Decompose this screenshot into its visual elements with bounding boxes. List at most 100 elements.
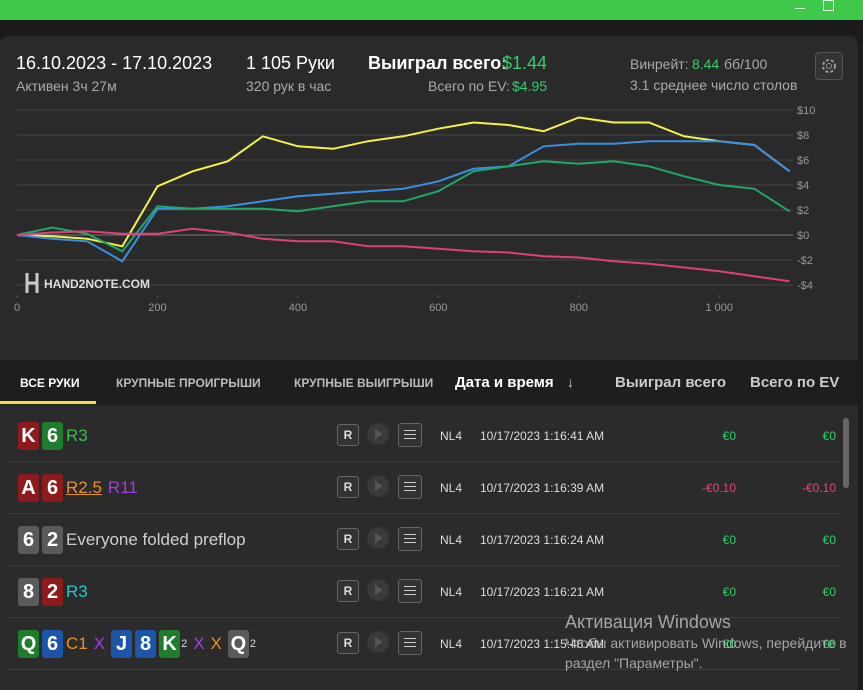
stake: NL4 — [440, 429, 463, 443]
card: K — [18, 421, 39, 450]
tab[interactable]: ВСЕ РУКИ — [20, 376, 80, 390]
action: R3 — [66, 425, 88, 445]
notes-icon-line — [404, 590, 416, 591]
minimize-button[interactable] — [795, 8, 805, 9]
column-header[interactable]: Выиграл всего — [615, 374, 727, 391]
notes-icon-line — [404, 482, 416, 483]
column-header[interactable]: Всего по EV — [750, 374, 840, 391]
won-label: Выиграл всего: — [368, 53, 508, 73]
y-tick-label: $10 — [797, 105, 815, 117]
tab-bar — [0, 360, 858, 405]
watermark-line: раздел "Параметры". — [565, 655, 703, 671]
logo-text: HAND2NOTE.COM — [44, 277, 150, 291]
notes-icon-line — [404, 646, 416, 647]
ev: €0 — [822, 533, 836, 547]
hand-summary: 6 2 Everyone folded preflop — [18, 525, 246, 554]
hand-row[interactable]: A 6 R2.5 R11 R NL4 10/17/2023 1:16:39 AM -€0.10… — [8, 462, 840, 514]
card: 8 — [18, 577, 39, 606]
play-button[interactable] — [367, 423, 389, 445]
notes-icon-line — [404, 638, 416, 639]
title-bar — [0, 0, 863, 20]
play-icon — [375, 585, 383, 595]
play-button[interactable] — [367, 579, 389, 601]
replay-r-button[interactable]: R — [337, 580, 359, 602]
notes-button[interactable] — [398, 527, 422, 551]
won: -€0.10 — [701, 481, 736, 495]
tab[interactable]: КРУПНЫЕ ВЫИГРЫШИ — [294, 376, 434, 390]
card: Q — [18, 629, 39, 658]
ev: €0 — [822, 585, 836, 599]
sort-arrow: ↓ — [567, 374, 574, 390]
hand-summary: 8 2 R3 — [18, 577, 88, 606]
hand-summary: A 6 R2.5 R11 — [18, 473, 138, 502]
action: R11 — [107, 477, 138, 497]
active: Активен 3ч 27м — [16, 78, 117, 94]
notes-icon-line — [404, 534, 416, 535]
winrate: 8.44 — [692, 56, 720, 72]
replay-r-button[interactable]: R — [337, 424, 359, 446]
notes-icon-line — [404, 438, 416, 439]
scrollbar[interactable] — [843, 418, 849, 488]
y-tick-label: -$4 — [797, 280, 813, 292]
play-button[interactable] — [367, 475, 389, 497]
stake: NL4 — [440, 585, 463, 599]
hand-row[interactable]: 6 2 Everyone folded preflop R NL4 10/17/2023 … — [8, 514, 840, 566]
logo: HAND2NOTE.COM — [25, 273, 150, 293]
card: 6 — [42, 473, 63, 502]
x-tick-label: 800 — [570, 302, 588, 314]
series-line — [16, 227, 790, 283]
hand-summary: Q 6 C1 X J 8 K 2 X X Q 2 — [18, 629, 257, 658]
won: €0 — [722, 637, 736, 651]
replay-r-button[interactable]: R — [337, 528, 359, 550]
x-tick-label: 600 — [429, 302, 447, 314]
count: 2 — [181, 637, 188, 650]
count: 2 — [249, 637, 257, 650]
notes-button[interactable] — [398, 475, 422, 499]
replay-r-button[interactable]: R — [337, 632, 359, 654]
stake: NL4 — [440, 481, 463, 495]
card: 2 — [42, 525, 63, 554]
ev-label: Всего по EV: — [428, 78, 510, 94]
won: €0 — [722, 429, 736, 443]
notes-icon-line — [404, 538, 416, 539]
action: R3 — [66, 581, 88, 601]
x-tick-label: 400 — [289, 302, 307, 314]
time: 10/17/2023 1:15:46 AM — [480, 637, 605, 651]
time: 10/17/2023 1:16:21 AM — [480, 585, 605, 599]
hand-row[interactable]: K 6 R3 R NL4 10/17/2023 1:16:41 AM €0 €0 — [8, 410, 840, 462]
y-tick-label: $4 — [797, 180, 809, 192]
y-tick-label: $8 — [797, 130, 809, 142]
notes-button[interactable] — [398, 579, 422, 603]
notes-button[interactable] — [398, 423, 422, 447]
card: 6 — [18, 525, 39, 554]
series-line — [16, 116, 791, 248]
play-icon — [375, 481, 383, 491]
hand-summary: K 6 R3 — [18, 421, 88, 450]
play-button[interactable] — [367, 527, 389, 549]
action: X — [193, 633, 205, 653]
action: R2.5 — [66, 477, 102, 497]
y-tick-label: $6 — [797, 155, 809, 167]
column-header[interactable]: Дата и время — [455, 374, 554, 391]
settings-button[interactable] — [815, 52, 843, 80]
notes-icon-line — [404, 542, 416, 543]
gear-icon — [822, 59, 836, 73]
winrate-label: Винрейт: — [630, 56, 689, 72]
card: K — [159, 629, 181, 658]
action: Everyone folded preflop — [66, 529, 246, 549]
replay-r-button[interactable]: R — [337, 476, 359, 498]
notes-icon-line — [404, 594, 416, 595]
card: 6 — [42, 421, 63, 450]
tab[interactable]: КРУПНЫЕ ПРОИГРЫШИ — [116, 376, 261, 390]
card: Q — [227, 629, 249, 658]
hand-row[interactable]: 8 2 R3 R NL4 10/17/2023 1:16:21 AM €0 €0 — [8, 566, 840, 618]
time: 10/17/2023 1:16:39 AM — [480, 481, 605, 495]
action: C1 — [66, 633, 88, 653]
hand-row[interactable]: Q 6 C1 X J 8 K 2 X X Q 2 R NL4 10/17/2023 1:15:46 AM €0… — [8, 618, 840, 670]
play-icon — [375, 429, 383, 439]
notes-button[interactable] — [398, 631, 422, 655]
maximize-button[interactable] — [823, 0, 834, 11]
play-button[interactable] — [367, 631, 389, 653]
notes-icon-line — [404, 490, 416, 491]
